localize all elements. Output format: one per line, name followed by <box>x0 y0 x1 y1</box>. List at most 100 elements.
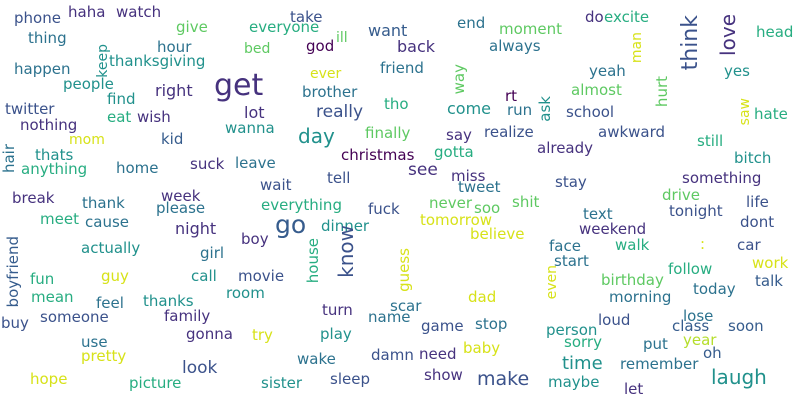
word-stay: stay <box>555 173 587 191</box>
word-tomorrow: tomorrow <box>420 211 493 229</box>
word-loud: loud <box>598 311 631 329</box>
word-guy: guy <box>101 267 129 285</box>
word-thing: thing <box>28 29 67 47</box>
word-almost: almost <box>571 81 622 99</box>
word-picture: picture <box>129 374 182 392</box>
word-always: always <box>489 37 541 55</box>
word-colon: : <box>700 235 706 253</box>
word-way: way <box>450 64 468 95</box>
word-morning: morning <box>609 288 672 306</box>
word-happen: happen <box>14 60 71 78</box>
word-awkward: awkward <box>598 123 666 141</box>
word-today: today <box>693 280 736 298</box>
word-house: house <box>304 238 322 284</box>
word-girl: girl <box>200 244 225 262</box>
word-sorry: sorry <box>564 333 602 351</box>
word-watch: watch <box>116 3 162 21</box>
word-eat: eat <box>107 108 132 126</box>
word-pretty: pretty <box>81 347 127 365</box>
word-work: work <box>752 254 789 272</box>
word-even: even <box>544 265 560 300</box>
word-say: say <box>446 126 472 144</box>
word-dad: dad <box>468 288 497 306</box>
word-hour: hour <box>157 38 192 56</box>
word-come: come <box>447 99 492 118</box>
word-head: head <box>756 23 794 41</box>
word-leave: leave <box>235 154 276 172</box>
word-shit: shit <box>512 193 540 211</box>
word-everything: everything <box>261 196 342 214</box>
word-name: name <box>368 308 411 326</box>
word-everyone: everyone <box>249 18 320 36</box>
word-never: never <box>429 194 473 212</box>
word-break: break <box>12 189 55 207</box>
word-life: life <box>746 193 769 211</box>
word-fun: fun <box>30 270 55 288</box>
word-haha: haha <box>68 3 106 21</box>
word-feel: feel <box>96 294 124 312</box>
word-movie: movie <box>238 267 285 285</box>
word-time: time <box>562 353 603 374</box>
word-gonna: gonna <box>186 325 233 343</box>
word-please: please <box>156 199 206 217</box>
word-boy: boy <box>241 230 269 248</box>
word-keep: keep <box>95 44 111 78</box>
word-family: family <box>164 307 211 325</box>
word-class: class <box>672 317 710 335</box>
word-make: make <box>477 368 530 390</box>
word-hope: hope <box>30 370 68 388</box>
word-ask: ask <box>536 96 554 122</box>
word-buy: buy <box>1 314 29 332</box>
word-find: find <box>107 90 136 108</box>
word-someone: someone <box>40 308 109 326</box>
word-man: man <box>629 32 645 64</box>
word-ever: ever <box>310 66 342 82</box>
word-right: right <box>155 81 193 100</box>
word-dont: dont <box>740 213 775 231</box>
word-try: try <box>252 326 273 344</box>
word-mean: mean <box>31 288 74 306</box>
word-lose: lose <box>683 307 714 325</box>
word-maybe: maybe <box>548 373 600 391</box>
word-bitch: bitch <box>734 149 772 167</box>
word-dinner: dinner <box>321 217 370 235</box>
word-suck: suck <box>190 155 225 173</box>
word-really: really <box>316 102 363 122</box>
word-weekend: weekend <box>579 220 647 238</box>
word-do: do <box>585 8 604 26</box>
word-tho: tho <box>384 95 409 113</box>
word-fuck: fuck <box>368 200 400 218</box>
word-talk: talk <box>755 272 783 290</box>
word-guess: guess <box>395 248 413 292</box>
word-lot: lot <box>244 103 265 122</box>
word-game: game <box>421 317 464 335</box>
word-put: put <box>643 335 668 353</box>
word-walk: walk <box>615 236 650 254</box>
word-wait: wait <box>260 176 292 194</box>
word-room: room <box>226 284 265 302</box>
word-turn: turn <box>322 301 353 319</box>
word-twitter: twitter <box>5 100 55 118</box>
word-remember: remember <box>620 355 699 373</box>
word-rt: rt <box>505 87 518 105</box>
word-day: day <box>298 124 335 148</box>
word-kid: kid <box>161 130 184 148</box>
word-damn: damn <box>371 346 414 364</box>
word-anything: anything <box>21 160 88 178</box>
word-end: end <box>457 14 486 32</box>
word-home: home <box>116 159 159 177</box>
word-sleep: sleep <box>330 370 370 388</box>
word-give: give <box>176 18 208 36</box>
word-play: play <box>320 325 352 343</box>
word-tell: tell <box>327 169 351 187</box>
word-already: already <box>537 139 594 157</box>
word-run: run <box>507 101 533 119</box>
word-sister: sister <box>261 374 303 392</box>
word-cause: cause <box>85 213 129 231</box>
word-use: use <box>81 333 108 351</box>
word-ill: ill <box>336 30 348 46</box>
word-stop: stop <box>475 315 508 333</box>
word-think: think <box>678 15 703 71</box>
word-gotta: gotta <box>434 143 474 161</box>
